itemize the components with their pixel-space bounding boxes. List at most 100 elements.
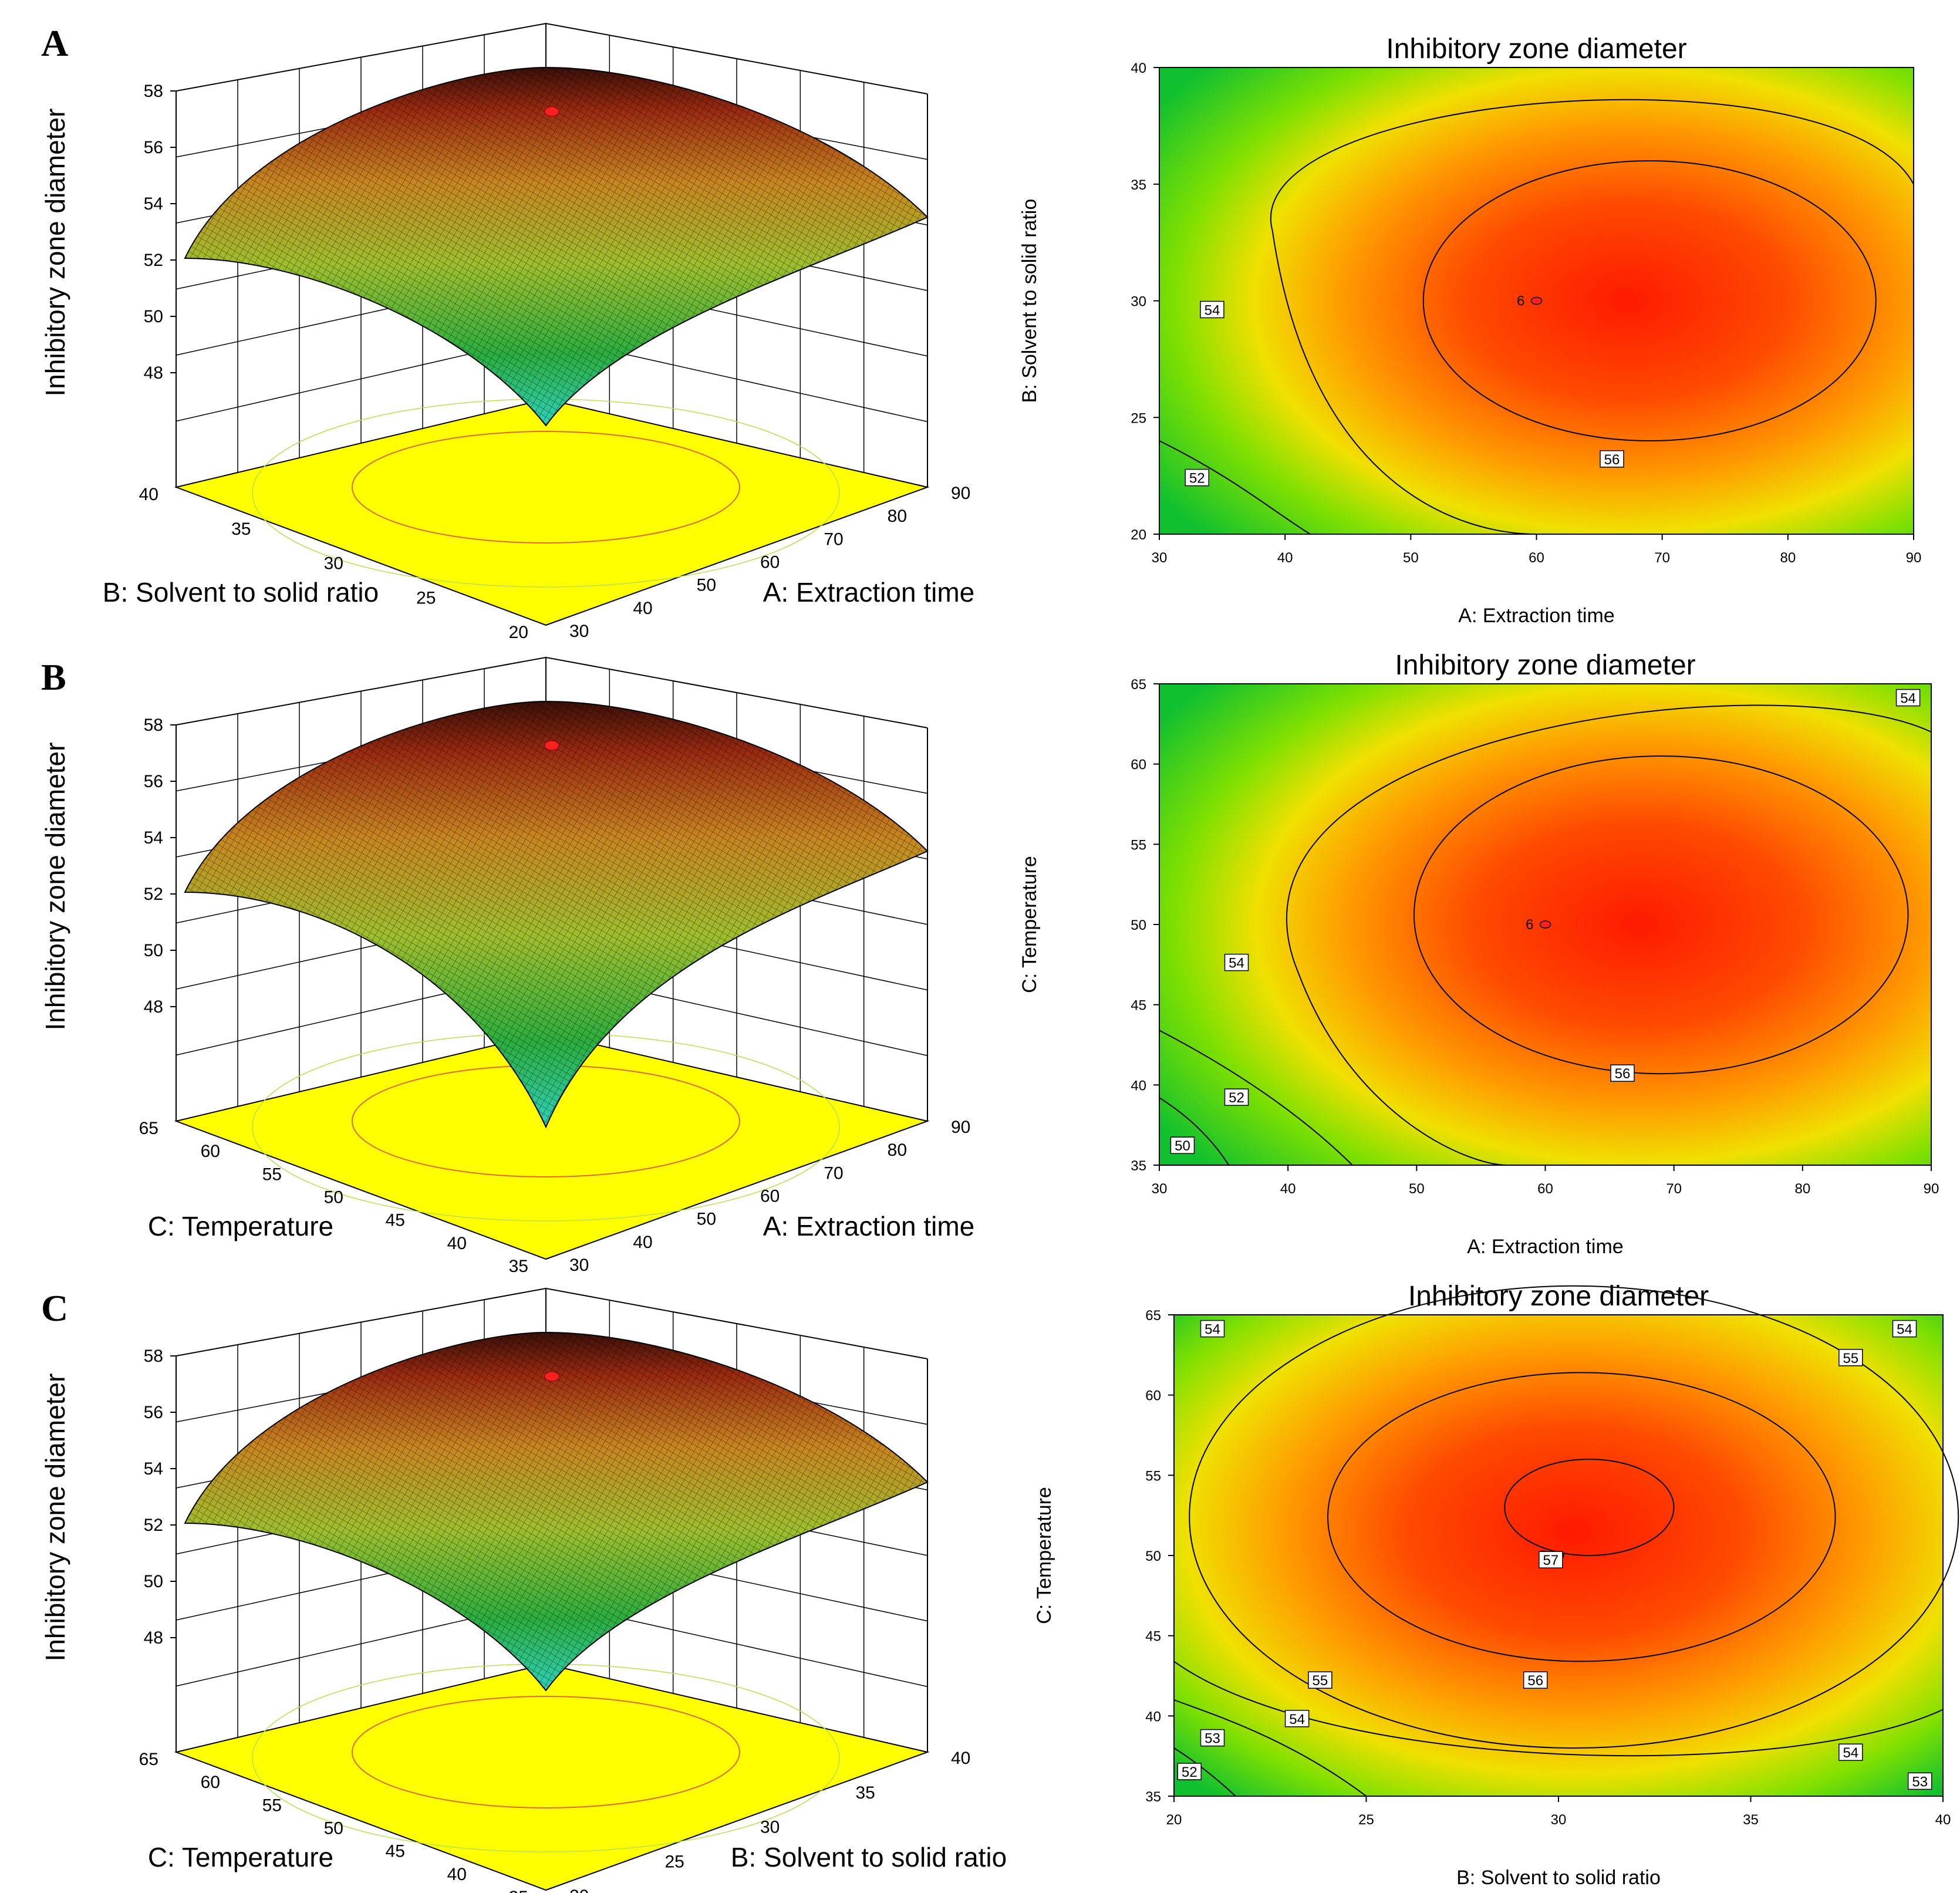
optimum-point — [1530, 296, 1543, 305]
z-tick-label: 50 — [144, 1572, 163, 1591]
x-tick-label: 20 — [1166, 1812, 1182, 1828]
contour-level-label: 54 — [1289, 1712, 1305, 1727]
y-tick-label: 55 — [1145, 1468, 1161, 1484]
contour-level-label: 54 — [1900, 691, 1916, 707]
right-axis-title: A: Extraction time — [763, 1211, 974, 1241]
right-axis-tick: 50 — [697, 576, 716, 595]
contour-level-box — [1200, 1320, 1225, 1338]
surface-plot-a: 58 56 54 52 50 48 Inhibitory zone diameter 40 35… — [40, 22, 974, 642]
center-label: 6 — [1517, 293, 1524, 309]
left-axis-tick: 25 — [416, 588, 436, 608]
panel-b: B 58 56 54 52 50 48 Inhibitory zone diameter 65 6… — [40, 650, 1939, 1276]
contour-plot-a: 6 54 52 56 30 40 50 60 70 80 90 40 35 30 25 20 Inhibitor… — [1018, 33, 1921, 627]
contour-level-box — [1838, 1349, 1863, 1366]
right-axis-tick: 30 — [760, 1818, 780, 1837]
x-tick-label: 25 — [1358, 1812, 1374, 1828]
x-tick-label: 90 — [1906, 550, 1922, 566]
right-axis-tick: 40 — [951, 1749, 970, 1768]
right-axis-tick: 35 — [856, 1783, 875, 1803]
left-axis-tick: 35 — [509, 1257, 528, 1276]
right-axis-tick: 40 — [633, 599, 652, 618]
z-axis-title: Inhibitory zone diameter — [40, 1374, 70, 1662]
z-tick-label: 50 — [144, 307, 163, 326]
x-tick-label: 60 — [1529, 550, 1544, 566]
contour-level-box — [1539, 1551, 1563, 1568]
left-axis-tick: 40 — [447, 1865, 467, 1884]
surface-floor — [174, 1032, 930, 1260]
z-tick-label: 58 — [144, 716, 163, 735]
x-tick-label: 40 — [1935, 1812, 1951, 1828]
y-tick-label: 40 — [1145, 1709, 1161, 1725]
contour-line — [1413, 755, 1909, 1075]
contour-plot-b: 6 54 54 52 50 56 30 40 50 60 70 80 90 65 60 55 50 45 40 35 I… — [1018, 650, 1939, 1258]
right-axis-tick: 20 — [569, 1887, 589, 1893]
right-axis-tick: 25 — [665, 1852, 684, 1871]
contour-y-title: B: Solvent to solid ratio — [1018, 199, 1041, 403]
contour-level-box — [1284, 1710, 1310, 1727]
z-tick-label: 56 — [144, 1403, 163, 1422]
left-axis-tick: 40 — [139, 485, 158, 504]
y-tick-label: 30 — [1131, 294, 1146, 310]
contour-level-label: 52 — [1182, 1764, 1197, 1780]
z-tick-label: 56 — [144, 772, 163, 791]
left-axis-tick: 50 — [324, 1819, 343, 1838]
contour-title: Inhibitory zone diameter — [1395, 650, 1695, 681]
right-axis-tick: 60 — [760, 553, 780, 572]
y-tick-label: 40 — [1131, 1078, 1146, 1094]
contour-level-label: 55 — [1313, 1673, 1328, 1689]
left-axis-tick: 55 — [262, 1165, 282, 1184]
contour-y-title: C: Temperature — [1033, 1487, 1055, 1624]
x-tick-label: 30 — [1152, 550, 1168, 566]
x-tick-label: 30 — [1152, 1181, 1168, 1197]
contour-level-box — [1170, 1136, 1195, 1154]
contour-line — [1159, 1030, 1353, 1166]
contour-level-box — [1907, 1772, 1932, 1790]
x-tick-label: 80 — [1780, 550, 1796, 566]
optimum-point — [544, 106, 559, 117]
y-tick-label: 20 — [1131, 527, 1146, 543]
left-axis-tick: 50 — [324, 1188, 343, 1207]
z-tick-label: 48 — [144, 997, 163, 1017]
right-axis-title: B: Solvent to solid ratio — [731, 1842, 1007, 1872]
z-tick-label: 48 — [144, 1628, 163, 1648]
contour-level-label: 50 — [1175, 1138, 1190, 1154]
contour-line — [1189, 1285, 1959, 1749]
z-tick-label: 52 — [144, 251, 163, 270]
contour-level-label: 57 — [1543, 1553, 1559, 1568]
optimum-point — [544, 740, 559, 751]
y-tick-label: 65 — [1131, 677, 1146, 693]
z-tick-label: 48 — [144, 363, 163, 383]
contour-y-title: C: Temperature — [1018, 856, 1041, 993]
left-axis-tick: 60 — [201, 1142, 220, 1161]
x-tick-label: 80 — [1794, 1181, 1810, 1197]
right-axis-tick: 70 — [824, 1163, 843, 1183]
contour-line — [1159, 440, 1311, 535]
x-tick-label: 70 — [1666, 1181, 1682, 1197]
contour-level-label: 54 — [1897, 1322, 1912, 1338]
contour-x-title: B: Solvent to solid ratio — [1456, 1867, 1661, 1889]
center-label: 6 — [1526, 917, 1533, 933]
panel-letter-a: A — [41, 22, 68, 64]
left-axis-tick: 35 — [509, 1888, 528, 1893]
left-axis-tick: 45 — [386, 1842, 405, 1861]
y-tick-label: 25 — [1131, 410, 1146, 426]
contour-line — [1286, 704, 1932, 973]
contour-level-label: 52 — [1229, 1090, 1244, 1106]
y-tick-label: 55 — [1131, 837, 1146, 853]
panel-letter-b: B — [41, 656, 66, 698]
x-tick-label: 70 — [1654, 550, 1670, 566]
z-axis-title: Inhibitory zone diameter — [40, 743, 70, 1031]
contour-level-box — [1892, 1320, 1917, 1338]
left-axis-tick: 40 — [447, 1234, 467, 1253]
contour-line — [1271, 231, 1537, 535]
surface-floor — [174, 398, 930, 626]
left-axis-tick: 35 — [231, 519, 251, 539]
z-tick-label: 58 — [144, 82, 163, 101]
contour-level-box — [1224, 953, 1249, 971]
right-axis-tick: 50 — [697, 1210, 716, 1229]
contour-level-box — [1610, 1064, 1635, 1082]
contour-level-label: 53 — [1912, 1774, 1928, 1790]
right-axis-tick: 80 — [888, 1140, 907, 1160]
contour-level-label: 54 — [1843, 1745, 1858, 1761]
